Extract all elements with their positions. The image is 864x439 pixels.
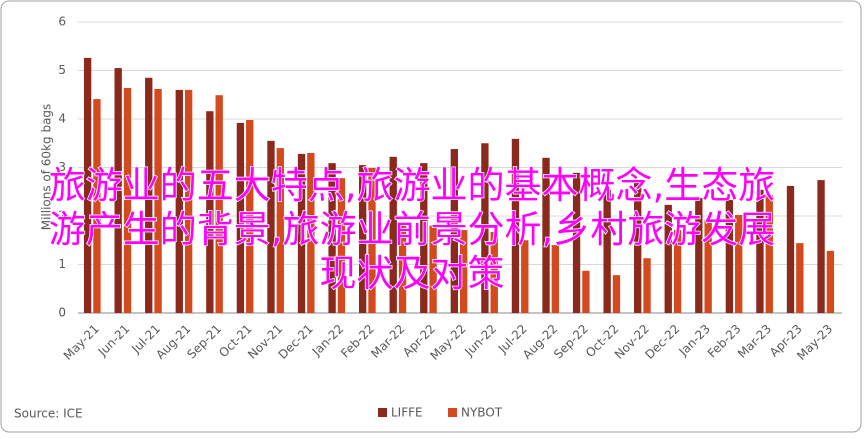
bar — [145, 77, 153, 314]
bar — [735, 215, 743, 313]
bar — [389, 156, 397, 313]
bar — [826, 250, 835, 313]
bar — [398, 225, 407, 313]
legend-label: NYBOT — [461, 406, 503, 420]
bar — [673, 230, 682, 313]
bar — [612, 275, 621, 313]
bar — [93, 99, 101, 314]
bar — [337, 178, 346, 313]
bar — [725, 199, 734, 313]
bar — [664, 204, 672, 313]
bar — [521, 240, 529, 313]
y-tick-label: 1 — [58, 257, 66, 271]
bar — [551, 245, 560, 313]
bar — [511, 138, 520, 313]
y-tick-label: 3 — [58, 160, 66, 174]
y-axis-label: Millions of 60kg bags — [40, 104, 54, 231]
y-tick-label: 6 — [58, 15, 66, 29]
bar — [490, 232, 498, 313]
overlay-text: 现状及对策 — [320, 252, 505, 295]
bar — [358, 165, 367, 313]
overlay-text: 游产生的背景,旅游业前景分析,乡村旅游发展 — [49, 208, 776, 251]
bar — [756, 189, 764, 313]
legend-swatch — [378, 408, 387, 417]
bar — [796, 243, 804, 313]
bar — [786, 185, 795, 313]
bar — [450, 149, 458, 313]
bar — [603, 189, 611, 313]
bar — [123, 87, 132, 314]
bar — [114, 68, 122, 313]
bar — [704, 219, 712, 313]
y-tick-label: 4 — [58, 112, 66, 126]
bar — [154, 88, 162, 314]
legend-label: LIFFE — [391, 406, 423, 420]
bar — [236, 122, 245, 313]
bar — [429, 225, 437, 313]
bar — [368, 167, 376, 313]
bar — [634, 180, 642, 313]
legend-swatch — [448, 408, 457, 417]
bar — [643, 258, 651, 313]
bar — [246, 119, 254, 313]
overlay-text: 旅游业的五大特点,旅游业的基本概念,生态旅 — [49, 164, 776, 207]
bar — [307, 152, 315, 313]
source: Source: ICE — [14, 407, 83, 421]
bar — [276, 148, 284, 313]
bar — [481, 143, 489, 313]
bar — [206, 111, 214, 314]
y-tick-label: 2 — [58, 209, 66, 223]
bar — [175, 89, 183, 314]
y-tick-label: 5 — [58, 63, 66, 77]
bar — [215, 95, 223, 313]
bar — [460, 230, 468, 313]
bar — [765, 195, 773, 313]
bar — [817, 180, 825, 313]
bar — [572, 172, 581, 313]
bar — [328, 163, 336, 313]
bar — [695, 198, 703, 313]
bar — [420, 163, 428, 313]
bar — [267, 140, 275, 313]
bar — [83, 57, 92, 313]
y-tick-label: 0 — [58, 306, 66, 320]
bar — [184, 89, 193, 314]
bar — [542, 157, 550, 313]
bar — [297, 153, 306, 313]
bar — [582, 270, 590, 313]
